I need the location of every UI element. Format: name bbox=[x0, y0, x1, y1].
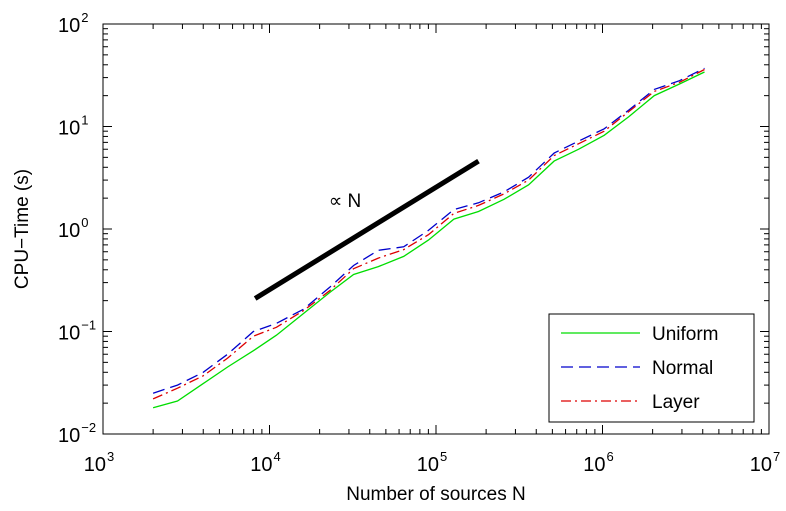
x-tick-exponent: 6 bbox=[607, 449, 614, 464]
y-tick-label: 100 bbox=[58, 215, 88, 242]
y-tick-label: 102 bbox=[58, 10, 88, 37]
series-layer bbox=[152, 67, 705, 409]
x-tick-label: 104 bbox=[250, 449, 280, 476]
x-tick-exponent: 7 bbox=[773, 449, 780, 464]
y-tick-exponent: −2 bbox=[81, 420, 96, 435]
y-tick-exponent: −1 bbox=[81, 318, 96, 333]
legend-label-uniform: Uniform bbox=[652, 324, 719, 345]
series-line-normal bbox=[152, 67, 705, 394]
legend-label-normal: Normal bbox=[652, 358, 713, 379]
reference-line-label: ∝ N bbox=[329, 191, 362, 212]
legend-label-layer: Layer bbox=[652, 392, 700, 413]
legend: Uniform Normal Layer bbox=[548, 313, 755, 423]
x-tick-label: 103 bbox=[84, 449, 114, 476]
x-tick-label: 106 bbox=[583, 449, 613, 476]
legend-box bbox=[548, 313, 755, 423]
y-tick-exponent: 0 bbox=[81, 215, 88, 230]
y-tick-label: 101 bbox=[58, 113, 88, 140]
x-tick-exponent: 4 bbox=[274, 449, 281, 464]
reference-line bbox=[253, 158, 480, 301]
y-tick-label: 10−1 bbox=[58, 318, 96, 345]
x-tick-labels: 103 104 105 106 107 bbox=[84, 449, 780, 476]
x-tick-label: 107 bbox=[750, 449, 780, 476]
x-axis-label: Number of sources N bbox=[346, 484, 526, 505]
x-tick-label: 105 bbox=[417, 449, 447, 476]
series-line-layer bbox=[152, 68, 705, 400]
series-line-uniform bbox=[152, 71, 705, 409]
y-tick-exponent: 2 bbox=[81, 10, 88, 25]
y-axis-label: CPU−Time (s) bbox=[12, 169, 33, 289]
x-tick-exponent: 5 bbox=[440, 449, 447, 464]
tick-layer bbox=[102, 24, 769, 435]
x-tick-exponent: 3 bbox=[107, 449, 114, 464]
y-tick-exponent: 1 bbox=[81, 113, 88, 128]
y-tick-label: 10−2 bbox=[58, 420, 96, 447]
reference-line-group: ∝ N bbox=[253, 158, 480, 301]
